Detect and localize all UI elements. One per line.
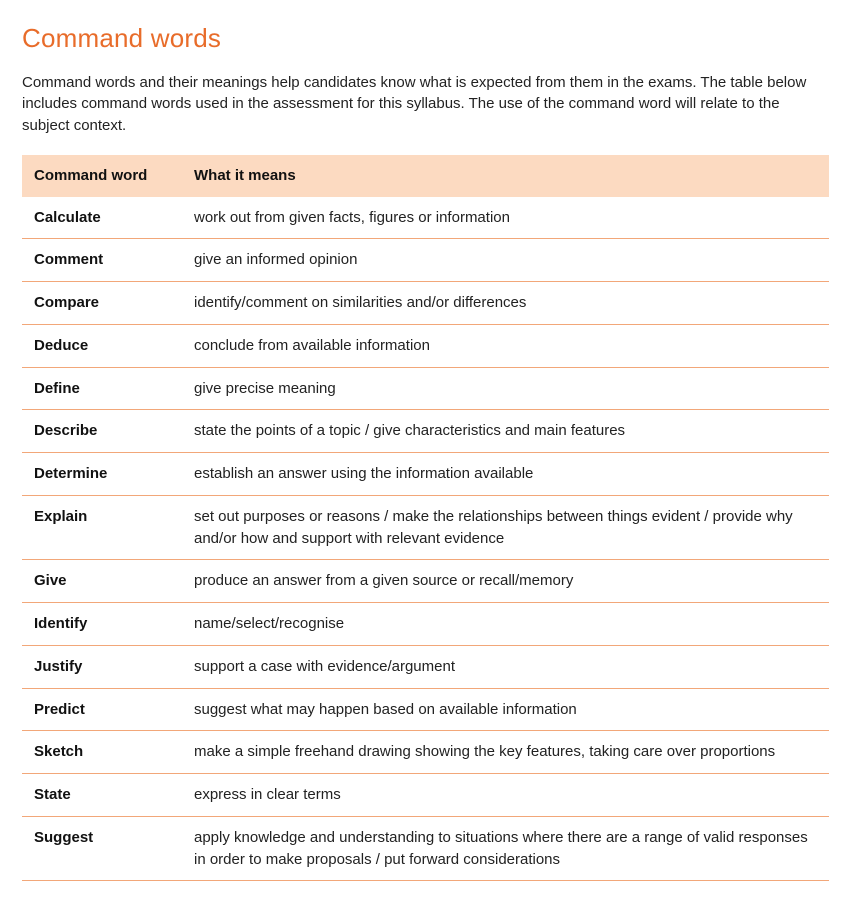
command-meaning: identify/comment on similarities and/or …: [182, 282, 829, 325]
command-word: Predict: [22, 688, 182, 731]
command-word: Explain: [22, 495, 182, 560]
command-meaning: establish an answer using the informatio…: [182, 453, 829, 496]
command-word: State: [22, 774, 182, 817]
command-word: Justify: [22, 645, 182, 688]
table-row: Calculate work out from given facts, fig…: [22, 197, 829, 239]
command-word: Deduce: [22, 324, 182, 367]
command-word: Sketch: [22, 731, 182, 774]
command-word: Give: [22, 560, 182, 603]
command-meaning: give precise meaning: [182, 367, 829, 410]
command-meaning: give an informed opinion: [182, 239, 829, 282]
table-row: State express in clear terms: [22, 774, 829, 817]
command-meaning: apply knowledge and understanding to sit…: [182, 816, 829, 881]
intro-paragraph: Command words and their meanings help ca…: [22, 72, 829, 137]
table-row: Justify support a case with evidence/arg…: [22, 645, 829, 688]
table-row: Sketch make a simple freehand drawing sh…: [22, 731, 829, 774]
table-row: Compare identify/comment on similarities…: [22, 282, 829, 325]
command-word: Describe: [22, 410, 182, 453]
command-meaning: express in clear terms: [182, 774, 829, 817]
command-meaning: support a case with evidence/argument: [182, 645, 829, 688]
table-row: Suggest apply knowledge and understandin…: [22, 816, 829, 881]
command-word: Calculate: [22, 197, 182, 239]
col-header-word: Command word: [22, 155, 182, 197]
table-row: Describe state the points of a topic / g…: [22, 410, 829, 453]
command-word: Define: [22, 367, 182, 410]
table-row: Explain set out purposes or reasons / ma…: [22, 495, 829, 560]
command-word: Comment: [22, 239, 182, 282]
table-row: Give produce an answer from a given sour…: [22, 560, 829, 603]
command-word: Suggest: [22, 816, 182, 881]
table-row: Identify name/select/recognise: [22, 603, 829, 646]
table-row: Define give precise meaning: [22, 367, 829, 410]
command-word: Determine: [22, 453, 182, 496]
command-word: Identify: [22, 603, 182, 646]
table-header-row: Command word What it means: [22, 155, 829, 197]
command-meaning: produce an answer from a given source or…: [182, 560, 829, 603]
command-meaning: name/select/recognise: [182, 603, 829, 646]
command-meaning: work out from given facts, figures or in…: [182, 197, 829, 239]
table-row: Deduce conclude from available informati…: [22, 324, 829, 367]
col-header-meaning: What it means: [182, 155, 829, 197]
command-word: Compare: [22, 282, 182, 325]
command-meaning: suggest what may happen based on availab…: [182, 688, 829, 731]
command-words-table: Command word What it means Calculate wor…: [22, 155, 829, 882]
page-title: Command words: [22, 20, 829, 58]
table-row: Comment give an informed opinion: [22, 239, 829, 282]
table-row: Predict suggest what may happen based on…: [22, 688, 829, 731]
command-meaning: state the points of a topic / give chara…: [182, 410, 829, 453]
table-row: Determine establish an answer using the …: [22, 453, 829, 496]
command-meaning: make a simple freehand drawing showing t…: [182, 731, 829, 774]
command-meaning: set out purposes or reasons / make the r…: [182, 495, 829, 560]
command-meaning: conclude from available information: [182, 324, 829, 367]
